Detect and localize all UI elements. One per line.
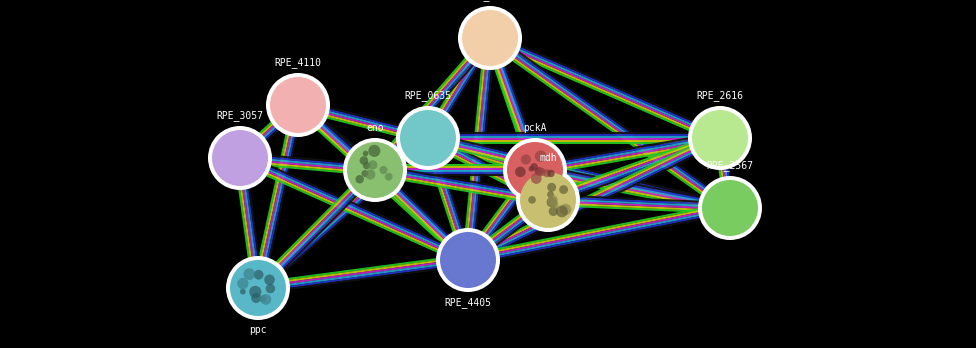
Circle shape xyxy=(380,166,387,174)
Circle shape xyxy=(226,256,290,320)
Circle shape xyxy=(265,284,275,293)
Circle shape xyxy=(548,195,557,205)
Text: RPE_3057: RPE_3057 xyxy=(217,110,264,121)
Circle shape xyxy=(270,77,326,133)
Circle shape xyxy=(531,163,538,171)
Circle shape xyxy=(355,175,364,183)
Circle shape xyxy=(368,160,378,169)
Circle shape xyxy=(266,73,330,137)
Circle shape xyxy=(507,142,563,198)
Circle shape xyxy=(368,145,381,157)
Circle shape xyxy=(559,185,568,194)
Circle shape xyxy=(385,173,392,181)
Text: RPE_4405: RPE_4405 xyxy=(444,297,492,308)
Circle shape xyxy=(347,142,403,198)
Circle shape xyxy=(556,205,568,218)
Circle shape xyxy=(254,270,264,280)
Circle shape xyxy=(440,232,496,288)
Circle shape xyxy=(548,170,554,177)
Circle shape xyxy=(560,204,571,215)
Circle shape xyxy=(548,191,554,198)
Text: RPE_2614: RPE_2614 xyxy=(467,0,513,1)
Circle shape xyxy=(548,183,556,192)
Circle shape xyxy=(547,197,557,207)
Circle shape xyxy=(343,138,407,202)
Circle shape xyxy=(503,138,567,202)
Circle shape xyxy=(698,176,762,240)
Text: RPE_2567: RPE_2567 xyxy=(707,160,753,171)
Circle shape xyxy=(516,168,580,232)
Circle shape xyxy=(528,196,536,204)
Circle shape xyxy=(692,110,748,166)
Circle shape xyxy=(521,155,531,165)
Circle shape xyxy=(543,169,551,177)
Circle shape xyxy=(365,169,376,180)
Circle shape xyxy=(212,130,268,186)
Text: ppc: ppc xyxy=(249,325,266,335)
Circle shape xyxy=(249,286,262,298)
Circle shape xyxy=(208,126,272,190)
Circle shape xyxy=(230,260,286,316)
Circle shape xyxy=(396,106,460,170)
Circle shape xyxy=(363,151,368,156)
Circle shape xyxy=(520,172,576,228)
Circle shape xyxy=(531,173,542,184)
Circle shape xyxy=(251,293,262,303)
Circle shape xyxy=(363,162,370,169)
Circle shape xyxy=(400,110,456,166)
Circle shape xyxy=(361,170,368,177)
Circle shape xyxy=(261,294,271,305)
Circle shape xyxy=(529,166,534,172)
Circle shape xyxy=(535,150,547,162)
Circle shape xyxy=(264,275,275,285)
Circle shape xyxy=(462,10,518,66)
Circle shape xyxy=(243,268,256,280)
Text: RPE_2616: RPE_2616 xyxy=(697,90,744,101)
Text: RPE_0635: RPE_0635 xyxy=(404,90,452,101)
Circle shape xyxy=(237,278,249,289)
Text: RPE_4110: RPE_4110 xyxy=(274,57,321,68)
Circle shape xyxy=(458,6,522,70)
Circle shape xyxy=(535,167,544,176)
Circle shape xyxy=(240,289,246,294)
Circle shape xyxy=(359,156,368,165)
Text: pckA: pckA xyxy=(523,123,547,133)
Circle shape xyxy=(515,167,526,177)
Circle shape xyxy=(550,200,558,209)
Circle shape xyxy=(436,228,500,292)
Text: mdh: mdh xyxy=(539,153,557,163)
Circle shape xyxy=(549,207,558,216)
Circle shape xyxy=(538,168,546,176)
Text: eno: eno xyxy=(366,123,384,133)
Circle shape xyxy=(259,295,266,302)
Circle shape xyxy=(688,106,752,170)
Circle shape xyxy=(702,180,758,236)
